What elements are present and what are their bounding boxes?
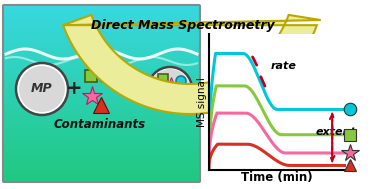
Bar xyxy=(4,87,199,91)
Bar xyxy=(4,160,199,163)
Bar xyxy=(4,49,199,53)
Bar xyxy=(4,105,199,108)
Text: rate: rate xyxy=(270,61,296,71)
Bar xyxy=(4,122,199,125)
Bar xyxy=(4,125,199,129)
Bar xyxy=(4,43,199,47)
Bar xyxy=(4,146,199,149)
Text: Contaminants: Contaminants xyxy=(54,118,146,130)
Y-axis label: MS signal: MS signal xyxy=(197,77,207,127)
Bar xyxy=(4,143,199,146)
Circle shape xyxy=(148,67,192,111)
Text: extent: extent xyxy=(316,127,356,137)
Bar xyxy=(4,58,199,61)
Bar xyxy=(85,70,97,82)
Bar xyxy=(4,154,199,158)
Bar xyxy=(4,17,199,21)
Bar xyxy=(4,166,199,169)
Bar xyxy=(4,108,199,111)
Bar xyxy=(4,78,199,82)
Bar xyxy=(4,55,199,59)
Bar xyxy=(4,111,199,114)
Bar xyxy=(4,14,199,18)
Bar xyxy=(4,102,199,105)
Bar xyxy=(4,134,199,137)
Bar xyxy=(4,26,199,29)
Bar xyxy=(4,140,199,143)
Bar xyxy=(4,5,199,9)
Bar xyxy=(4,35,199,38)
Circle shape xyxy=(19,66,65,112)
Bar xyxy=(4,119,199,123)
X-axis label: Time (min): Time (min) xyxy=(241,171,313,184)
Bar xyxy=(4,84,199,88)
Bar xyxy=(4,70,199,73)
Bar xyxy=(4,20,199,23)
Bar xyxy=(4,73,199,76)
Bar xyxy=(4,128,199,131)
Bar xyxy=(4,96,199,99)
Bar xyxy=(4,38,199,41)
Text: Direct Mass Spectrometry: Direct Mass Spectrometry xyxy=(91,19,275,33)
Text: +: + xyxy=(66,80,82,98)
Bar xyxy=(4,116,199,120)
Bar xyxy=(4,93,199,96)
Bar xyxy=(4,11,199,15)
Circle shape xyxy=(150,69,190,109)
Bar xyxy=(4,163,199,167)
Bar xyxy=(4,90,199,94)
Bar xyxy=(4,151,199,155)
Bar xyxy=(4,157,199,161)
Bar xyxy=(4,40,199,44)
Circle shape xyxy=(176,76,186,86)
Bar xyxy=(4,23,199,26)
Bar xyxy=(4,75,199,79)
Bar xyxy=(4,67,199,70)
Bar xyxy=(4,99,199,102)
Bar xyxy=(4,46,199,50)
Bar xyxy=(4,137,199,140)
Bar xyxy=(4,52,199,56)
Bar xyxy=(4,172,199,175)
Bar xyxy=(4,32,199,35)
Bar xyxy=(4,29,199,32)
Bar xyxy=(4,131,199,134)
Bar xyxy=(4,178,199,181)
Bar xyxy=(4,81,199,85)
Bar xyxy=(158,74,168,84)
Bar xyxy=(4,61,199,64)
Bar xyxy=(4,175,199,178)
Bar xyxy=(4,64,199,67)
Text: MP: MP xyxy=(31,83,53,95)
Polygon shape xyxy=(63,15,321,114)
Bar xyxy=(4,113,199,117)
Circle shape xyxy=(16,63,68,115)
Bar xyxy=(4,169,199,172)
Bar xyxy=(4,9,199,12)
Bar xyxy=(4,148,199,152)
